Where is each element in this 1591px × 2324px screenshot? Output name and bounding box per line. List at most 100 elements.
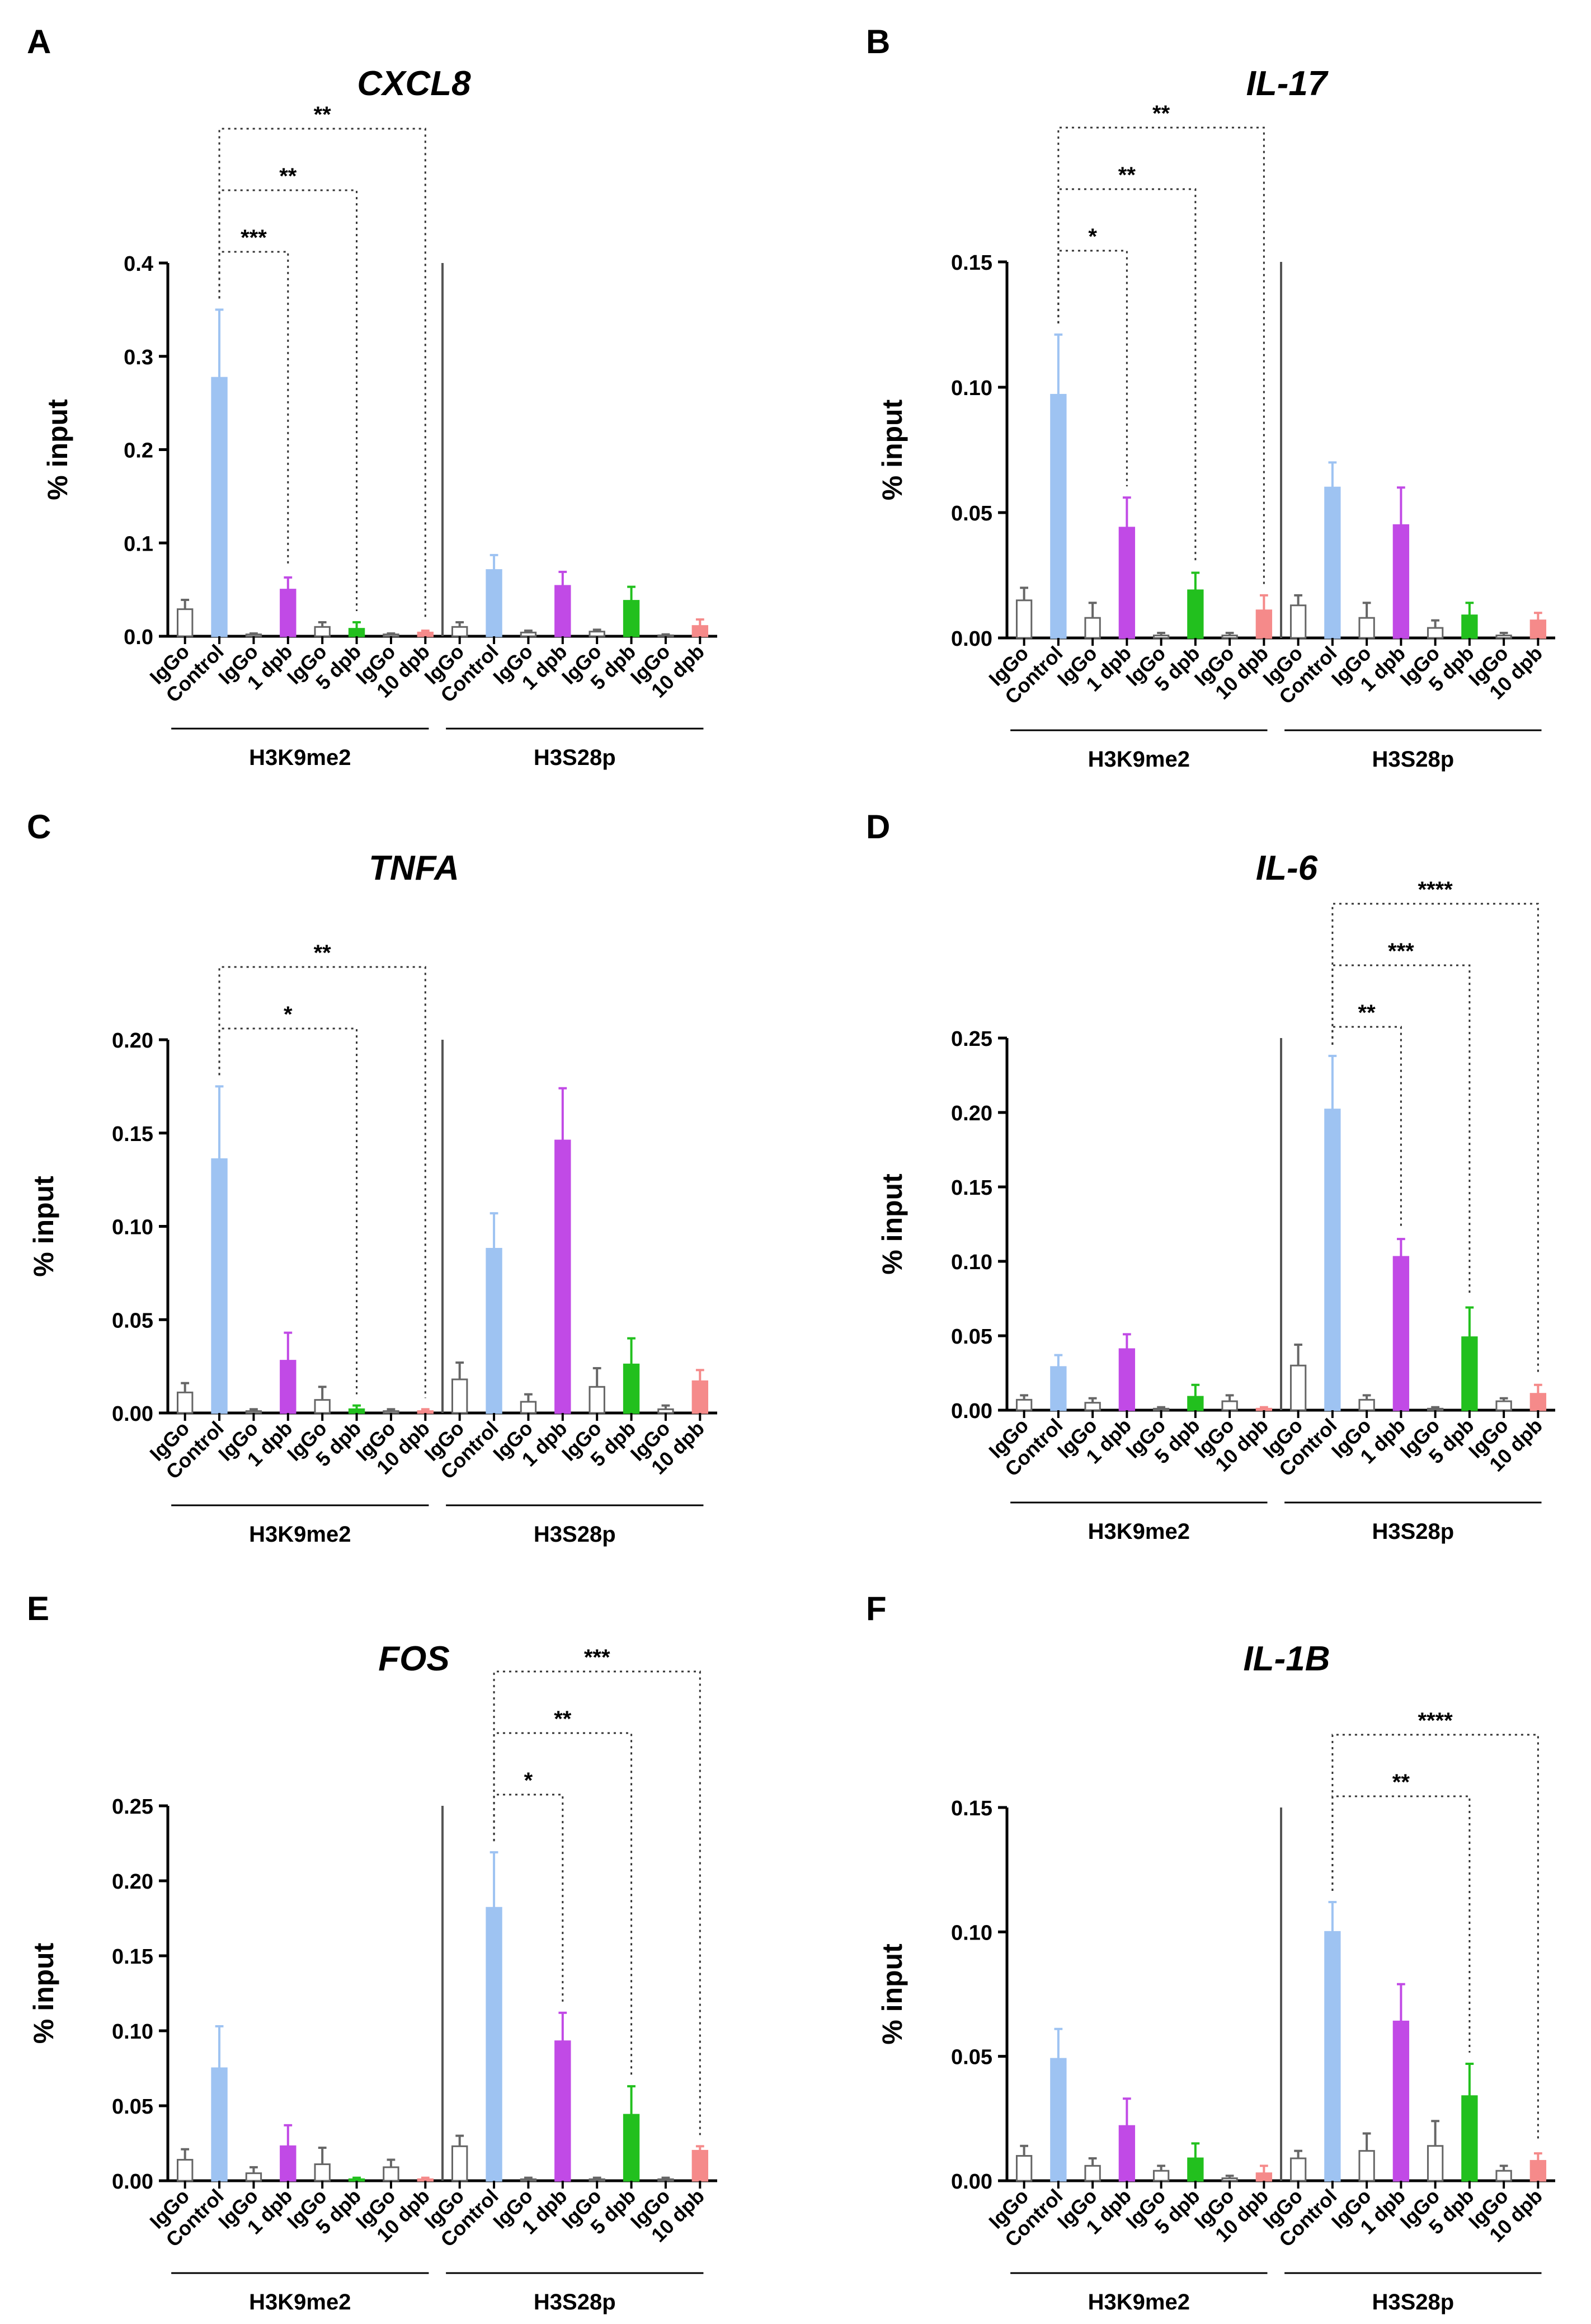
bar (1495, 635, 1512, 639)
y-tick-label: 0.05 (112, 2095, 153, 2119)
bar (1358, 1398, 1375, 1411)
significance-bracket (493, 1794, 564, 2002)
y-tick-label: 0.2 (124, 439, 153, 463)
bar (1324, 486, 1341, 639)
bar (383, 1410, 399, 1414)
bar (1461, 1336, 1478, 1411)
bar (245, 633, 262, 637)
bar (1289, 1364, 1307, 1411)
bar (1392, 1256, 1410, 1411)
significance-label: **** (1418, 877, 1453, 902)
significance-bracket (1331, 1734, 1539, 2143)
bar (657, 1408, 674, 1414)
bar (623, 1363, 640, 1414)
y-axis-label: % input (28, 1942, 59, 2044)
panel-letter: B (866, 23, 890, 60)
bar (383, 633, 399, 637)
bar (1187, 1396, 1204, 1411)
y-tick-label: 0.15 (951, 1176, 992, 1200)
bar (348, 628, 365, 637)
bar (1427, 1407, 1444, 1411)
bar (280, 589, 296, 637)
significance-label: * (284, 1002, 293, 1027)
bar (1015, 2155, 1033, 2182)
y-tick-label: 0.05 (112, 1309, 153, 1332)
chart-title: TNFA (369, 849, 459, 888)
significance-bracket (218, 189, 358, 611)
bar (211, 1158, 228, 1414)
y-tick-label: 0.00 (951, 1400, 992, 1423)
y-tick-label: 0.05 (951, 2046, 992, 2069)
bar (211, 377, 228, 637)
y-tick-label: 0.10 (112, 1216, 153, 1240)
bar (1495, 1400, 1512, 1411)
bar (1529, 619, 1547, 639)
y-tick-label: 0.0 (124, 626, 153, 649)
panel-letter: C (27, 808, 51, 846)
y-tick-label: 0.00 (112, 2170, 153, 2194)
group-label: H3K9me2 (1088, 747, 1190, 772)
bar (1392, 2020, 1410, 2182)
bar (589, 1386, 605, 1414)
group-label: H3S28p (534, 1522, 616, 1547)
chart-panel-B: BIL-17% input0.000.050.100.15IgGoControl… (866, 23, 1555, 772)
bar (1221, 1400, 1238, 1411)
y-tick-label: 0.10 (951, 1251, 992, 1274)
bar (280, 2145, 296, 2182)
chart-title: IL-17 (1246, 64, 1329, 103)
bar (1015, 599, 1033, 639)
bar (657, 2178, 674, 2182)
y-axis-label: % input (28, 1176, 59, 1277)
significance-label: * (1088, 224, 1097, 249)
y-axis-label: % input (42, 399, 73, 500)
bar (1118, 1348, 1136, 1411)
group-label: H3S28p (1372, 2290, 1454, 2314)
significance-label: *** (584, 1645, 610, 1670)
bar (1187, 2157, 1204, 2182)
significance-label: ** (279, 164, 297, 189)
panel-letter: D (866, 808, 890, 846)
y-tick-label: 0.15 (112, 1945, 153, 1969)
bar (1152, 1407, 1170, 1411)
group-label: H3K9me2 (1088, 2290, 1190, 2314)
bar (1152, 2170, 1170, 2182)
bar (1529, 2159, 1547, 2182)
chart-panel-D: DIL-6% input0.000.050.100.150.200.25IgGo… (866, 808, 1555, 1544)
y-axis-label: % input (877, 1943, 908, 2045)
bar (176, 608, 194, 637)
bar (486, 1907, 502, 2182)
bar (280, 1360, 296, 1414)
y-tick-label: 0.05 (951, 1325, 992, 1349)
bar (451, 1378, 468, 1414)
bar (1392, 524, 1410, 639)
chart-title: FOS (378, 1640, 449, 1678)
bar (1461, 2095, 1478, 2182)
bar (520, 631, 537, 637)
bar (1358, 617, 1375, 639)
chart-panel-F: FIL-1B% input0.000.050.100.15IgGoControl… (866, 1590, 1555, 2314)
bar (451, 2145, 468, 2182)
bar (1461, 614, 1478, 639)
significance-label: *** (241, 226, 267, 250)
y-tick-label: 0.15 (951, 1797, 992, 1820)
bar (1255, 2172, 1273, 2182)
y-tick-label: 0.15 (951, 251, 992, 275)
significance-label: ** (1118, 163, 1136, 187)
bar (1084, 617, 1101, 639)
bar (451, 626, 468, 637)
bar (1084, 2165, 1101, 2182)
bar (1050, 2058, 1067, 2182)
bar (1050, 393, 1067, 639)
chart-title: IL-1B (1244, 1640, 1330, 1678)
significance-bracket (1057, 188, 1197, 562)
significance-bracket (1057, 126, 1265, 584)
significance-bracket (493, 1670, 701, 2135)
bar (1358, 2150, 1375, 2182)
bar (348, 2178, 365, 2182)
significance-label: **** (1418, 1708, 1453, 1733)
group-label: H3K9me2 (249, 745, 351, 770)
y-tick-label: 0.15 (112, 1123, 153, 1146)
bar (691, 625, 709, 637)
